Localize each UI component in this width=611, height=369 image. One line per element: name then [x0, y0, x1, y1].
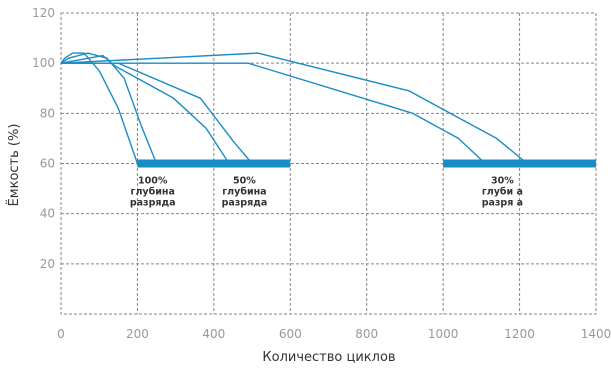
y-tick-label: 40: [40, 207, 55, 221]
annotation-line: 50%: [233, 176, 256, 187]
x-tick-labels: 0 200 400 600 800 1000 1200 1400: [57, 327, 611, 341]
x-tick-label: 1000: [428, 327, 459, 341]
annotation-line: разря а: [482, 198, 523, 209]
y-axis-title: Ёмкость (%): [6, 124, 22, 207]
depth-annotation: 100% глубина разряда: [130, 176, 176, 209]
y-tick-label: 20: [40, 257, 55, 271]
x-tick-label: 800: [355, 327, 378, 341]
x-tick-label: 200: [126, 327, 149, 341]
x-axis-title: Количество циклов: [262, 350, 395, 365]
x-tick-label: 600: [279, 327, 302, 341]
x-tick-label: 400: [202, 327, 225, 341]
x-tick-label: 1400: [581, 327, 611, 341]
annotation-line: разряда: [222, 198, 268, 209]
series-line: [60, 52, 139, 164]
series-line: [60, 52, 528, 165]
depth-annotation: 50% глубина разряда: [222, 176, 268, 209]
depth-annotation: 30% глуби а разря а: [482, 176, 523, 209]
series-lines: [60, 52, 528, 165]
annotation-line: 30%: [491, 176, 514, 187]
annotation-line: глубина: [222, 187, 266, 198]
depth-band: [443, 159, 596, 168]
x-tick-label: 1200: [504, 327, 535, 341]
y-tick-label: 60: [40, 157, 55, 171]
depth-band: [137, 159, 291, 168]
series-line: [60, 52, 158, 164]
y-tick-label: 100: [32, 56, 55, 70]
depth-bands: [137, 159, 596, 168]
y-tick-label: 120: [32, 6, 55, 20]
y-tick-label: 80: [40, 106, 55, 120]
y-tick-labels: 20 40 60 80 100 120: [32, 6, 55, 271]
x-tick-label: 0: [57, 327, 65, 341]
annotation-line: глуби а: [482, 187, 523, 198]
annotation-line: разряда: [130, 198, 176, 209]
series-line: [61, 62, 486, 165]
annotation-line: глубина: [131, 187, 175, 198]
annotation-line: 100%: [138, 176, 168, 187]
series-line: [60, 54, 230, 164]
